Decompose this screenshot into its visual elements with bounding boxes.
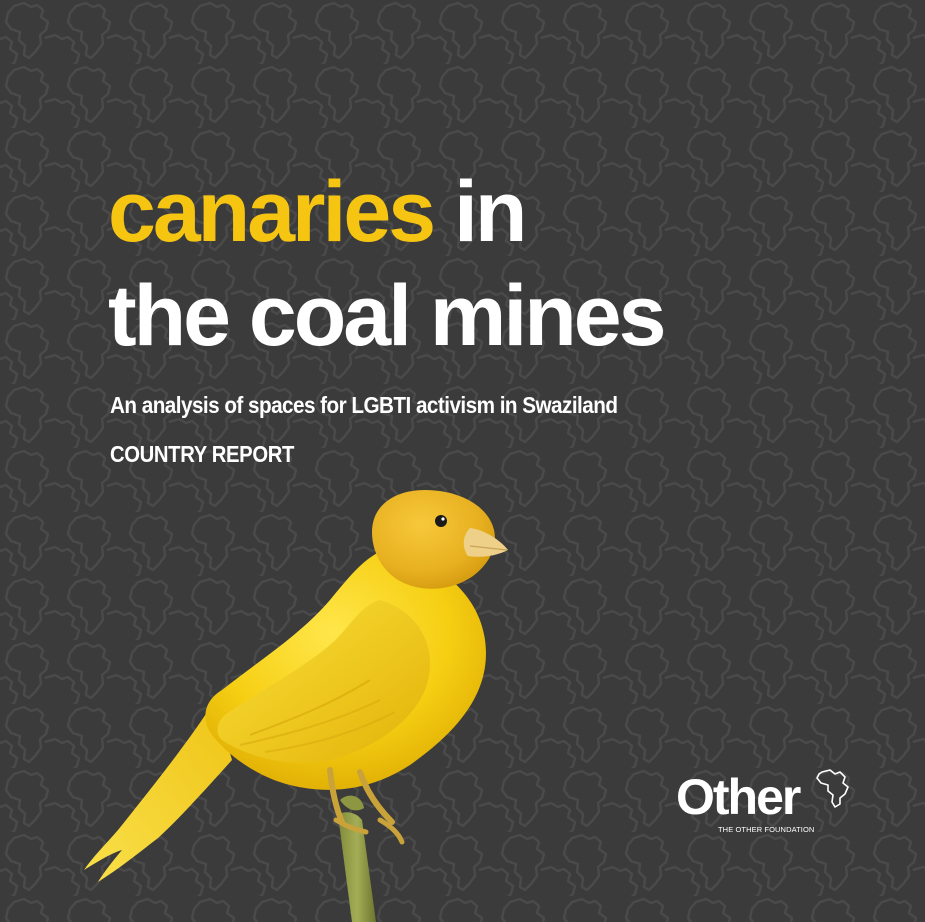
report-title: canaries in the coal mines <box>108 160 666 368</box>
bird-eye <box>435 515 447 527</box>
other-foundation-logo: Other THE OTHER FOUNDATION <box>676 768 856 838</box>
bird-beak <box>463 528 508 557</box>
africa-outline-icon <box>816 769 849 808</box>
bird-head <box>372 490 495 589</box>
title-line2: the coal mines <box>108 268 666 364</box>
report-subtitle: An analysis of spaces for LGBTI activism… <box>110 392 618 418</box>
logo-wordmark: Other <box>676 769 801 825</box>
bird-wing <box>217 600 430 763</box>
bird-legs <box>327 767 395 825</box>
title-line1-rest: in <box>433 164 527 260</box>
title-accent-word: canaries <box>108 164 436 260</box>
report-type-label: COUNTRY REPORT <box>110 441 295 467</box>
logo-tagline: THE OTHER FOUNDATION <box>718 825 815 834</box>
branch <box>338 812 376 922</box>
tail-feathers <box>84 700 232 882</box>
